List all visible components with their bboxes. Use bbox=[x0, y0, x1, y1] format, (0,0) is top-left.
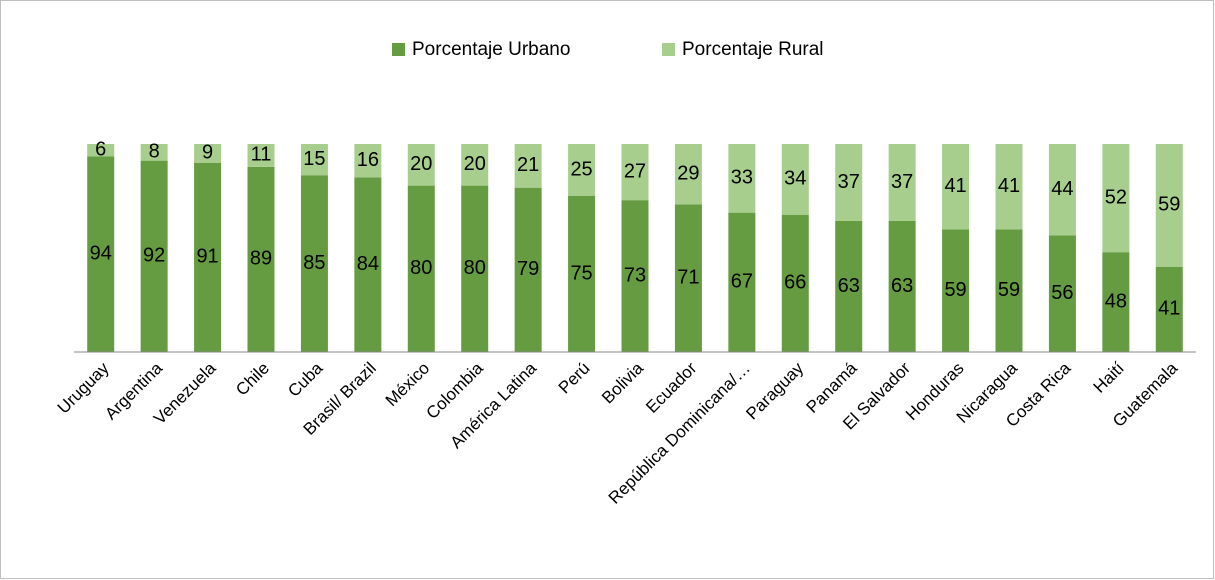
bar-segment bbox=[781, 144, 809, 215]
bar-segment bbox=[194, 144, 222, 163]
data-label: 94 bbox=[90, 243, 112, 265]
bar-segment bbox=[354, 177, 382, 352]
bar-segment bbox=[514, 144, 542, 188]
bar-segment bbox=[568, 196, 596, 352]
bar-segment bbox=[835, 144, 863, 221]
data-label: 21 bbox=[517, 154, 539, 176]
data-label: 41 bbox=[1158, 298, 1180, 320]
bar-segment bbox=[461, 185, 489, 352]
data-label: 20 bbox=[464, 153, 486, 175]
data-label: 33 bbox=[731, 167, 753, 189]
bar-segment bbox=[568, 144, 596, 196]
bar-segment bbox=[300, 144, 328, 176]
legend-label: Porcentaje Rural bbox=[682, 39, 824, 60]
data-label: 44 bbox=[1051, 178, 1073, 200]
bar-segment bbox=[1155, 144, 1183, 267]
data-label: 63 bbox=[838, 275, 860, 297]
legend-swatch bbox=[662, 43, 675, 56]
data-label: 67 bbox=[731, 271, 753, 293]
data-label: 25 bbox=[570, 158, 592, 180]
bar-segment bbox=[407, 185, 435, 352]
data-label: 59 bbox=[998, 279, 1020, 301]
bar-segment bbox=[674, 144, 702, 205]
data-label: 66 bbox=[784, 272, 806, 294]
data-label: 91 bbox=[196, 246, 218, 268]
data-label: 80 bbox=[410, 257, 432, 279]
bar-segment bbox=[728, 212, 756, 352]
data-label: 41 bbox=[944, 175, 966, 197]
data-label: 75 bbox=[570, 262, 592, 284]
bar-segment bbox=[621, 200, 649, 352]
data-label: 59 bbox=[1158, 194, 1180, 216]
data-label: 73 bbox=[624, 264, 646, 286]
data-label: 15 bbox=[303, 148, 325, 170]
bar-segment bbox=[140, 160, 168, 352]
data-label: 80 bbox=[464, 257, 486, 279]
bar-segment bbox=[888, 220, 916, 352]
bar-segment bbox=[1102, 252, 1130, 352]
legend-swatch bbox=[392, 43, 405, 56]
bar-segment bbox=[87, 144, 115, 157]
data-label: 85 bbox=[303, 252, 325, 274]
data-label: 11 bbox=[251, 144, 272, 166]
data-label: 6 bbox=[95, 139, 106, 161]
data-label: 20 bbox=[410, 153, 432, 175]
data-label: 56 bbox=[1051, 282, 1073, 304]
bar-segment bbox=[300, 175, 328, 352]
legend-label: Porcentaje Urbano bbox=[412, 39, 570, 60]
bar-segment bbox=[247, 166, 275, 352]
data-label: 41 bbox=[998, 175, 1020, 197]
bar-segment bbox=[140, 144, 168, 161]
data-label: 59 bbox=[944, 279, 966, 301]
bar-segment bbox=[461, 144, 489, 186]
data-label: 79 bbox=[517, 258, 539, 280]
bar-segment bbox=[835, 220, 863, 352]
bar-segment bbox=[1048, 235, 1076, 352]
data-label: 89 bbox=[250, 248, 272, 270]
data-label: 27 bbox=[624, 160, 646, 182]
data-label: 52 bbox=[1105, 186, 1127, 208]
bar-segment bbox=[674, 204, 702, 352]
bar-segment bbox=[995, 144, 1023, 230]
data-label: 92 bbox=[143, 245, 165, 267]
bar-segment bbox=[621, 144, 649, 201]
bar-segment bbox=[407, 144, 435, 186]
bar-segment bbox=[1102, 144, 1130, 253]
bar-segment bbox=[942, 144, 970, 230]
bar-segment bbox=[995, 229, 1023, 352]
data-label: 48 bbox=[1105, 290, 1127, 312]
bar-segment bbox=[1048, 144, 1076, 236]
data-label: 63 bbox=[891, 275, 913, 297]
data-label: 16 bbox=[357, 149, 379, 171]
bar-segment bbox=[514, 187, 542, 352]
bar-segment bbox=[728, 144, 756, 213]
data-label: 71 bbox=[677, 266, 699, 288]
bar-segment bbox=[354, 144, 382, 178]
data-label: 8 bbox=[149, 141, 160, 163]
data-label: 34 bbox=[784, 168, 806, 190]
bar-segment bbox=[942, 229, 970, 352]
bar-segment bbox=[1155, 266, 1183, 352]
bar-segment bbox=[194, 162, 222, 352]
data-label: 37 bbox=[891, 171, 913, 193]
bar-segment bbox=[247, 144, 275, 167]
bar-segment bbox=[888, 144, 916, 221]
data-label: 84 bbox=[357, 253, 379, 275]
data-label: 29 bbox=[677, 162, 699, 184]
bar-segment bbox=[781, 214, 809, 352]
data-label: 9 bbox=[202, 142, 213, 164]
data-label: 37 bbox=[838, 171, 860, 193]
bar-segment bbox=[87, 156, 115, 352]
